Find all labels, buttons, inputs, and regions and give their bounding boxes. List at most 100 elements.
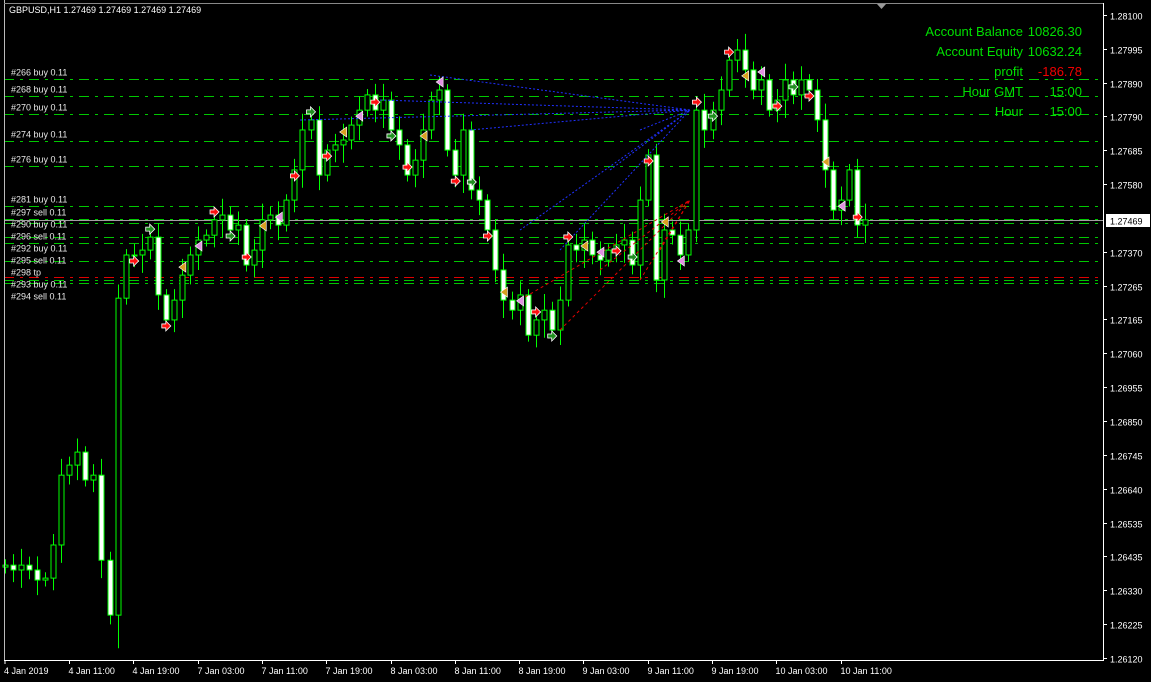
candle[interactable]: [58, 458, 65, 563]
candle[interactable]: [115, 284, 122, 649]
bull-candle-body: [637, 199, 644, 266]
candle[interactable]: [380, 83, 387, 129]
candle[interactable]: [525, 289, 532, 342]
candle[interactable]: [693, 99, 700, 243]
bull-candle-body: [203, 234, 210, 241]
candle[interactable]: [573, 233, 580, 263]
candle[interactable]: [324, 144, 331, 182]
candle[interactable]: [155, 223, 162, 310]
candle[interactable]: [42, 572, 49, 587]
candle[interactable]: [50, 533, 57, 591]
bull-candle-body: [187, 254, 194, 276]
candle[interactable]: [98, 458, 105, 579]
candle[interactable]: [283, 194, 290, 232]
candle[interactable]: [468, 121, 475, 200]
candle[interactable]: [726, 54, 733, 97]
candle[interactable]: [412, 149, 419, 188]
candle[interactable]: [123, 249, 130, 305]
candle[interactable]: [500, 253, 507, 318]
candle[interactable]: [557, 286, 564, 346]
candle[interactable]: [661, 213, 668, 298]
candle[interactable]: [830, 161, 837, 220]
order-label: #281 buy 0.11: [11, 195, 67, 205]
candle[interactable]: [822, 103, 829, 188]
candle[interactable]: [509, 291, 516, 320]
account-value: 15:00: [1049, 104, 1082, 119]
candle[interactable]: [66, 456, 73, 485]
candle[interactable]: [444, 84, 451, 157]
bull-candle-body: [726, 59, 733, 91]
bear-candle-body: [316, 119, 323, 176]
candle[interactable]: [428, 91, 435, 140]
bear-candle-body: [34, 569, 41, 581]
candle[interactable]: [10, 554, 17, 583]
candle[interactable]: [18, 548, 25, 588]
shift-marker-icon[interactable]: [877, 4, 886, 9]
candle[interactable]: [750, 61, 757, 100]
trade-close-icon: [355, 110, 364, 122]
trade-connection-line: [519, 199, 691, 301]
candle[interactable]: [26, 556, 33, 580]
candle[interactable]: [484, 194, 491, 237]
candle[interactable]: [541, 293, 548, 338]
candle[interactable]: [364, 89, 371, 117]
candle[interactable]: [139, 233, 146, 273]
candle[interactable]: [798, 66, 805, 110]
bull-candle-body: [782, 79, 789, 101]
bear-candle-body: [822, 119, 829, 171]
candle[interactable]: [259, 203, 266, 268]
bull-candle-body: [758, 79, 765, 91]
candle[interactable]: [267, 206, 274, 230]
bear-candle-body: [766, 79, 773, 111]
candle[interactable]: [734, 39, 741, 73]
candle[interactable]: [107, 551, 114, 625]
candle[interactable]: [34, 556, 41, 596]
candle[interactable]: [846, 164, 853, 207]
candle[interactable]: [396, 116, 403, 160]
candle[interactable]: [653, 143, 660, 293]
price-tick-label: 1.27370: [1110, 249, 1143, 259]
trade-arrow-icon: [370, 96, 381, 109]
trade-arrow-icon: [708, 110, 719, 123]
candle[interactable]: [348, 116, 355, 150]
candle[interactable]: [74, 438, 81, 481]
candle[interactable]: [251, 239, 258, 278]
candle[interactable]: [766, 74, 773, 117]
candle[interactable]: [243, 219, 250, 272]
candle[interactable]: [203, 229, 210, 247]
candle[interactable]: [82, 446, 89, 487]
candle[interactable]: [476, 176, 483, 216]
candle[interactable]: [782, 63, 789, 118]
candle[interactable]: [862, 203, 869, 243]
candle[interactable]: [316, 106, 323, 191]
order-label: #276 buy 0.11: [11, 155, 67, 165]
order-label: #266 buy 0.11: [11, 68, 67, 78]
candle[interactable]: [589, 231, 596, 265]
candle[interactable]: [685, 224, 692, 262]
candle[interactable]: [701, 93, 708, 148]
candle[interactable]: [718, 76, 725, 126]
candle[interactable]: [404, 139, 411, 182]
candle[interactable]: [460, 113, 467, 193]
trade-close-icon: [821, 156, 830, 168]
candle[interactable]: [332, 133, 339, 163]
candle[interactable]: [492, 218, 499, 283]
candle[interactable]: [187, 246, 194, 285]
candle[interactable]: [814, 78, 821, 133]
trade-arrow-icon: [241, 251, 252, 264]
candle[interactable]: [90, 464, 97, 493]
candle[interactable]: [291, 158, 298, 213]
candle[interactable]: [219, 198, 226, 238]
candle[interactable]: [2, 559, 9, 574]
candle[interactable]: [235, 211, 242, 245]
trade-close-icon: [499, 286, 508, 298]
candle[interactable]: [565, 239, 572, 307]
candle[interactable]: [163, 289, 170, 327]
candle[interactable]: [637, 186, 644, 281]
candle[interactable]: [854, 158, 861, 238]
candle[interactable]: [420, 113, 427, 179]
candle[interactable]: [171, 289, 178, 333]
candle[interactable]: [299, 113, 306, 188]
candle[interactable]: [621, 223, 628, 263]
